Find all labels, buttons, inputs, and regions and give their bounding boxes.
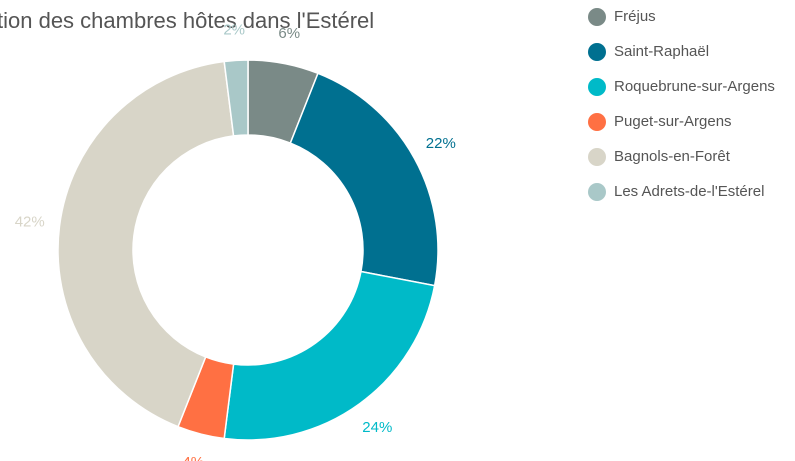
legend-label: Puget-sur-Argens xyxy=(614,113,732,130)
legend-label: Roquebrune-sur-Argens xyxy=(614,78,775,95)
data-label: 22% xyxy=(426,135,456,152)
legend-label: Saint-Raphaël xyxy=(614,43,709,60)
legend-swatch xyxy=(588,78,606,96)
legend-label: Les Adrets-de-l'Estérel xyxy=(614,183,764,200)
donut-slice xyxy=(223,59,249,137)
legend-swatch xyxy=(588,113,606,131)
legend-label: Fréjus xyxy=(614,8,656,25)
data-label: 24% xyxy=(362,419,392,436)
data-label: 4% xyxy=(182,454,204,461)
legend-swatch xyxy=(588,183,606,201)
legend-swatch xyxy=(588,8,606,26)
legend-label: Bagnols-en-Forêt xyxy=(614,148,731,165)
donut-slice xyxy=(223,270,436,441)
data-label: 42% xyxy=(15,213,45,230)
donut-slice xyxy=(57,60,235,428)
donut-slice xyxy=(289,72,439,287)
data-label: 6% xyxy=(278,25,300,42)
chart-title: tion des chambres hôtes dans l'Estérel xyxy=(0,8,374,33)
data-label: 2% xyxy=(223,21,245,38)
legend-swatch xyxy=(588,43,606,61)
legend-swatch xyxy=(588,148,606,166)
